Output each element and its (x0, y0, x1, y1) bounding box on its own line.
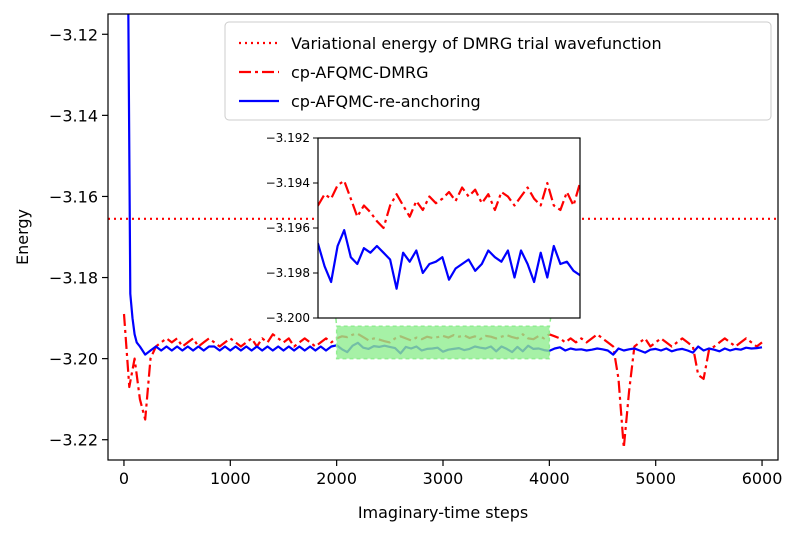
legend-label-2: cp-AFQMC-DMRG (291, 63, 429, 82)
x-tick-label: 0 (119, 469, 129, 488)
inset-y-tick-label: −3.198 (266, 266, 310, 280)
inset-background (318, 138, 580, 318)
inset-y-tick-label: −3.196 (266, 221, 310, 235)
inset-y-tick-label: −3.200 (266, 311, 310, 325)
x-tick-label: 5000 (635, 469, 676, 488)
y-axis-label: Energy (13, 209, 32, 265)
inset-plot: −3.192 −3.194 −3.196 −3.198 −3.200 (266, 131, 581, 325)
y-tick-label: −3.12 (49, 25, 98, 44)
inset-y-tick-label: −3.192 (266, 131, 310, 145)
x-tick-label: 1000 (210, 469, 251, 488)
inset-series-line-3 (318, 229, 580, 290)
x-axis-label: Imaginary-time steps (358, 503, 528, 522)
inset-series-group (318, 179, 580, 290)
zoom-region-box (335, 325, 551, 360)
legend-label-1: Variational energy of DMRG trial wavefun… (291, 34, 662, 53)
inset-y-tick-label: −3.194 (266, 176, 310, 190)
legend-box (224, 21, 772, 121)
legend-label-3: cp-AFQMC-re-anchoring (291, 92, 481, 111)
x-tick-label: 6000 (742, 469, 783, 488)
y-tick-label: −3.14 (49, 106, 98, 125)
main-plot: 0 1000 2000 3000 4000 5000 6000 −3.12 −3.14 −3.16… (49, 13, 783, 488)
y-tick-label: −3.20 (49, 350, 98, 369)
inset-series-line-2 (318, 179, 580, 230)
y-tick-label: −3.16 (49, 187, 98, 206)
y-tick-label: −3.22 (49, 431, 98, 450)
x-tick-label: 3000 (423, 469, 464, 488)
x-tick-label: 4000 (529, 469, 570, 488)
x-tick-label: 2000 (316, 469, 357, 488)
y-tick-label: −3.18 (49, 269, 98, 288)
legend: Variational energy of DMRG trial wavefun… (224, 21, 772, 121)
